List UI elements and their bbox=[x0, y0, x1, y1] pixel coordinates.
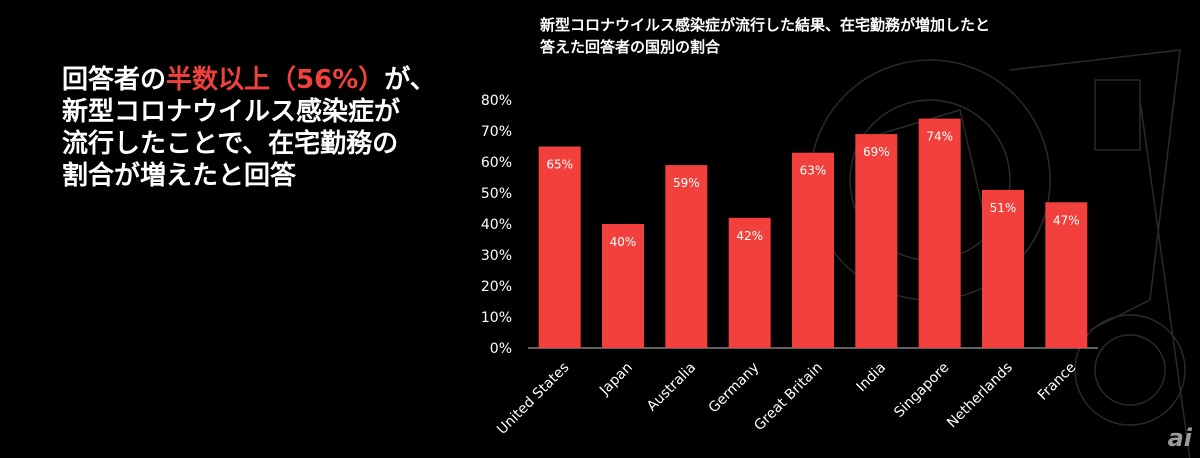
x-tick-label: Netherlands bbox=[944, 360, 1016, 432]
logo-icon: ai bbox=[1167, 424, 1192, 452]
x-tick-label: India bbox=[854, 360, 890, 396]
chart-title-line-2: 答えた回答者の国別の割合 bbox=[540, 38, 721, 56]
y-tick-label: 80% bbox=[481, 93, 512, 109]
bar-value-label: 40% bbox=[610, 235, 637, 249]
chart-title: 新型コロナウイルス感染症が流行した結果、在宅勤務が増加したと 答えた回答者の国別… bbox=[540, 14, 990, 58]
bar bbox=[1045, 202, 1088, 348]
bar-value-label: 42% bbox=[736, 229, 763, 243]
headline-line-4: 割合が増えたと回答 bbox=[62, 161, 297, 191]
x-tick-label: Singapore bbox=[891, 360, 952, 421]
headline-line-1: 回答者の半数以上（56%）が、 bbox=[62, 64, 436, 96]
y-tick-label: 40% bbox=[481, 217, 512, 233]
headline-accent: 半数以上（56%） bbox=[166, 65, 385, 95]
bar-value-label: 51% bbox=[990, 201, 1017, 215]
bar-value-label: 65% bbox=[546, 158, 573, 172]
y-tick-label: 70% bbox=[481, 124, 512, 140]
y-tick-label: 10% bbox=[481, 310, 512, 326]
x-tick-label: Great Britain bbox=[751, 360, 826, 435]
headline-line-3: 流行したことで、在宅勤務の bbox=[62, 129, 399, 159]
headline-line-2: 新型コロナウイルス感染症が bbox=[62, 97, 401, 127]
bar bbox=[538, 146, 581, 348]
bar-value-label: 63% bbox=[800, 164, 827, 178]
x-tick-label: Australia bbox=[644, 360, 699, 415]
bar-value-label: 59% bbox=[673, 176, 700, 190]
y-tick-label: 30% bbox=[481, 248, 512, 264]
bar bbox=[665, 165, 708, 348]
headline-suffix: が、 bbox=[384, 65, 436, 95]
bar bbox=[728, 217, 771, 348]
x-tick-label: Germany bbox=[706, 360, 763, 417]
y-tick-label: 0% bbox=[490, 341, 512, 357]
y-tick-label: 50% bbox=[481, 186, 512, 202]
bar-value-label: 74% bbox=[926, 130, 953, 144]
bar bbox=[602, 224, 644, 348]
headline-prefix: 回答者の bbox=[62, 65, 167, 95]
bar bbox=[918, 118, 961, 348]
bar-value-label: 69% bbox=[863, 145, 890, 159]
y-tick-label: 60% bbox=[481, 155, 512, 171]
bar bbox=[982, 189, 1024, 348]
headline: 回答者の半数以上（56%）が、 新型コロナウイルス感染症が 流行したことで、在宅… bbox=[62, 64, 436, 192]
x-tick-label: United States bbox=[494, 360, 572, 438]
bar-value-label: 47% bbox=[1053, 213, 1080, 227]
x-tick-label: Japan bbox=[596, 360, 636, 400]
bar bbox=[855, 134, 898, 348]
chart-title-line-1: 新型コロナウイルス感染症が流行した結果、在宅勤務が増加したと bbox=[540, 16, 991, 34]
y-tick-label: 20% bbox=[481, 279, 512, 295]
bar bbox=[792, 152, 834, 348]
x-tick-label: France bbox=[1035, 360, 1079, 404]
